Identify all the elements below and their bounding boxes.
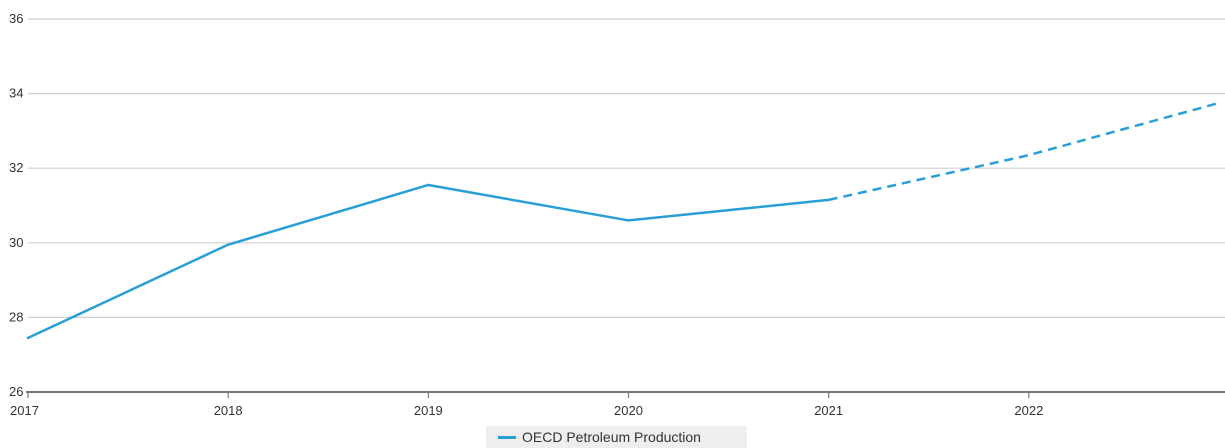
legend-label-oecd-petroleum-production: OECD Petroleum Production (522, 429, 701, 445)
y-tick-label-32: 32 (9, 160, 23, 175)
legend[interactable]: OECD Petroleum Production (486, 426, 747, 448)
y-axis-tick-labels: 26 28 30 32 34 36 (9, 11, 23, 399)
x-tick-label-2022: 2022 (1014, 403, 1043, 418)
y-tick-label-36: 36 (9, 11, 23, 26)
x-tick-label-2020: 2020 (614, 403, 643, 418)
series-line-solid (26, 183, 830, 340)
y-tick-label-28: 28 (9, 309, 23, 324)
x-tick-label-2019: 2019 (414, 403, 443, 418)
gridlines (28, 18, 1225, 318)
y-tick-label-26: 26 (9, 384, 23, 399)
legend-swatch (498, 435, 516, 439)
x-tick-label-2018: 2018 (214, 403, 243, 418)
series-line-dashed-forecast (828, 101, 1220, 202)
x-axis-ticks: 2017 2018 2019 2020 2021 2022 (10, 392, 1043, 418)
y-tick-label-34: 34 (9, 86, 23, 101)
series-lines (26, 101, 1220, 340)
x-tick-label-2021: 2021 (814, 403, 843, 418)
x-tick-label-2017: 2017 (10, 403, 39, 418)
y-tick-label-30: 30 (9, 235, 23, 250)
